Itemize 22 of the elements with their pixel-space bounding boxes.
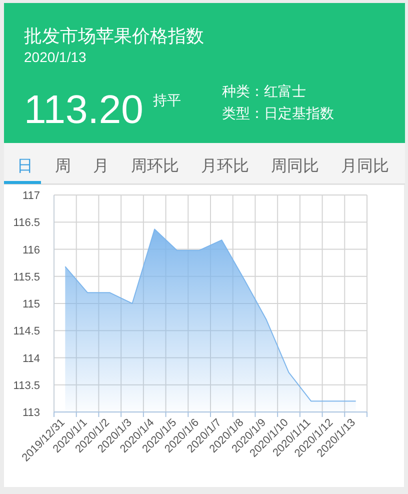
y-tick-label: 113	[22, 407, 40, 419]
subtitle: 2020/1/13	[24, 49, 86, 65]
annotation: 类型：日定基指数	[222, 105, 334, 121]
annotation: 113.20	[24, 88, 144, 132]
y-tick-label: 116.5	[13, 217, 40, 230]
tab-label: 月同比	[341, 158, 389, 175]
y-tick-label: 115	[22, 298, 40, 310]
tab-label: 日	[17, 158, 33, 175]
tab-label: 月	[93, 158, 109, 175]
annotation: 种类：红富士	[222, 83, 306, 99]
tab-label: 周环比	[131, 158, 179, 175]
tab-label: 周同比	[271, 158, 319, 175]
y-tick-label: 114	[22, 352, 40, 365]
y-tick-label: 113.5	[13, 380, 40, 392]
y-tick-label: 115.5	[13, 271, 40, 284]
y-tick-label: 116	[22, 244, 40, 256]
title: 批发市场苹果价格指数	[24, 26, 204, 46]
y-tick-label: 117	[22, 190, 40, 202]
tab-label: 周	[55, 158, 71, 175]
annotation: 持平	[153, 92, 181, 108]
y-tick-label: 114.5	[13, 326, 40, 338]
tab-label: 月环比	[201, 158, 249, 175]
